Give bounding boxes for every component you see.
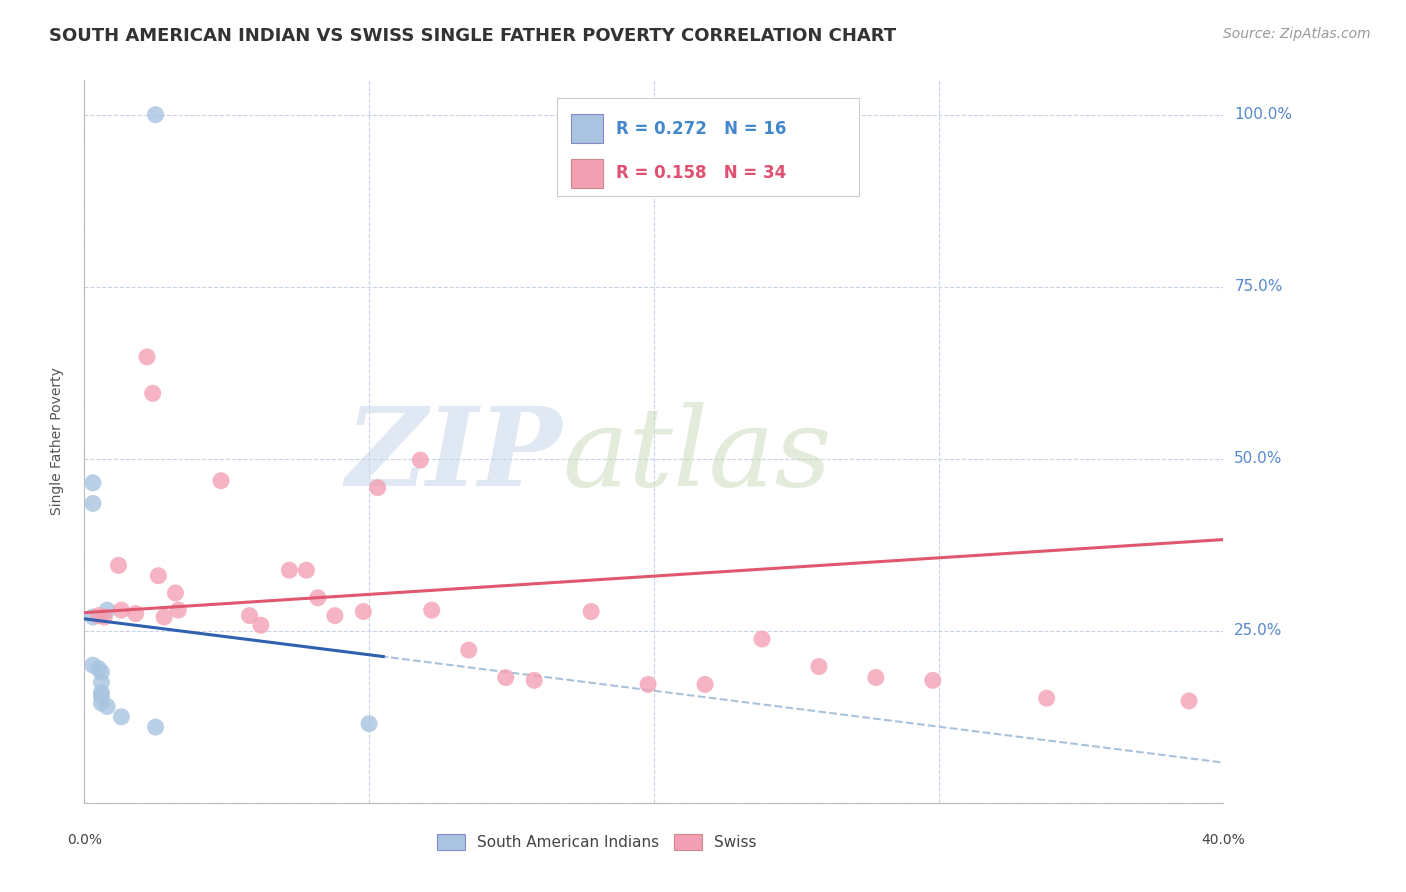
Legend: South American Indians, Swiss: South American Indians, Swiss <box>432 829 762 856</box>
Text: Source: ZipAtlas.com: Source: ZipAtlas.com <box>1223 27 1371 41</box>
Point <box>359 716 381 731</box>
Point <box>295 563 318 577</box>
Text: SOUTH AMERICAN INDIAN VS SWISS SINGLE FATHER POVERTY CORRELATION CHART: SOUTH AMERICAN INDIAN VS SWISS SINGLE FA… <box>49 27 897 45</box>
Point <box>1035 691 1057 706</box>
Point <box>307 591 329 605</box>
Point <box>82 610 104 624</box>
Point <box>865 671 887 685</box>
Point <box>90 696 112 710</box>
Point <box>409 453 432 467</box>
Text: 50.0%: 50.0% <box>1234 451 1282 467</box>
Text: 75.0%: 75.0% <box>1234 279 1282 294</box>
Point <box>238 608 260 623</box>
Point <box>751 632 773 646</box>
Point <box>921 673 943 688</box>
Point <box>145 108 167 122</box>
Point <box>250 618 273 632</box>
FancyBboxPatch shape <box>571 114 603 143</box>
Point <box>367 481 389 495</box>
Point <box>90 686 112 700</box>
Text: 100.0%: 100.0% <box>1234 107 1292 122</box>
Point <box>124 607 146 621</box>
Point <box>87 662 110 676</box>
Point <box>278 563 301 577</box>
Point <box>96 603 118 617</box>
Point <box>96 699 118 714</box>
Point <box>136 350 159 364</box>
FancyBboxPatch shape <box>571 159 603 188</box>
Point <box>90 665 112 679</box>
Point <box>110 710 132 724</box>
Point <box>352 605 374 619</box>
Point <box>90 675 112 690</box>
Point <box>1178 694 1201 708</box>
Point <box>209 474 232 488</box>
Text: ZIP: ZIP <box>346 402 562 509</box>
Text: R = 0.158   N = 34: R = 0.158 N = 34 <box>616 164 786 183</box>
Point <box>82 658 104 673</box>
Text: R = 0.272   N = 16: R = 0.272 N = 16 <box>616 120 786 137</box>
FancyBboxPatch shape <box>557 98 859 196</box>
Point <box>693 677 716 691</box>
Point <box>323 608 346 623</box>
Point <box>167 603 190 617</box>
Point <box>148 568 170 582</box>
Point <box>579 605 602 619</box>
Point <box>142 386 165 401</box>
Y-axis label: Single Father Poverty: Single Father Poverty <box>49 368 63 516</box>
Point <box>420 603 443 617</box>
Text: 25.0%: 25.0% <box>1234 624 1282 639</box>
Point <box>807 659 830 673</box>
Point <box>523 673 546 688</box>
Point <box>457 643 479 657</box>
Point <box>107 558 129 573</box>
Text: 0.0%: 0.0% <box>67 833 101 847</box>
Point <box>145 720 167 734</box>
Point <box>90 689 112 703</box>
Point <box>495 671 517 685</box>
Point <box>82 475 104 490</box>
Text: 40.0%: 40.0% <box>1201 833 1246 847</box>
Point <box>82 496 104 510</box>
Text: atlas: atlas <box>562 402 832 509</box>
Point <box>110 603 132 617</box>
Point <box>153 610 176 624</box>
Point <box>93 610 115 624</box>
Point <box>637 677 659 691</box>
Point <box>87 608 110 623</box>
Point <box>165 586 187 600</box>
